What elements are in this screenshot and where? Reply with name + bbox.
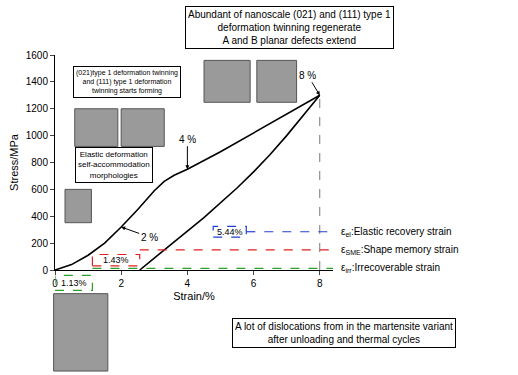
- svg-text:2 %: 2 %: [141, 232, 158, 243]
- svg-text:2: 2: [118, 278, 124, 289]
- svg-text:4: 4: [185, 278, 191, 289]
- svg-text:1600: 1600: [26, 50, 49, 61]
- svg-text:ε​el​:Elastic recovery strain: ε​el​:Elastic recovery strain: [341, 226, 452, 238]
- svg-text:600: 600: [31, 184, 48, 195]
- svg-text:Strain/%: Strain/%: [173, 290, 215, 302]
- svg-text:1.13%: 1.13%: [61, 278, 87, 288]
- svg-text:Elastic deformationself-accomm: Elastic deformationself-accommodationmor…: [78, 150, 150, 180]
- svg-text:(021)type 1 deformation twinni: (021)type 1 deformation twinningand (111…: [76, 69, 178, 95]
- svg-text:ε​SME​:Shape memory strain: ε​SME​:Shape memory strain: [341, 244, 458, 256]
- svg-text:200: 200: [31, 238, 48, 249]
- svg-text:800: 800: [31, 157, 48, 168]
- svg-text:0: 0: [52, 278, 58, 289]
- svg-text:4 %: 4 %: [179, 134, 196, 145]
- svg-text:400: 400: [31, 211, 48, 222]
- svg-text:1200: 1200: [26, 103, 49, 114]
- svg-text:1400: 1400: [26, 76, 49, 87]
- svg-text:Stress/MPa: Stress/MPa: [8, 133, 20, 191]
- svg-text:Abundant of nanoscale (021) an: Abundant of nanoscale (021) and (111) ty…: [188, 9, 391, 46]
- svg-text:A lot of dislocations from in: A lot of dislocations from in the marten…: [235, 321, 453, 345]
- svg-text:0: 0: [42, 265, 48, 276]
- svg-text:1.43%: 1.43%: [103, 255, 129, 265]
- svg-text:5.44%: 5.44%: [217, 227, 243, 237]
- svg-text:1000: 1000: [26, 130, 49, 141]
- svg-text:8: 8: [317, 278, 323, 289]
- svg-text:8 %: 8 %: [299, 70, 316, 81]
- svg-text:6: 6: [251, 278, 257, 289]
- svg-text:ε​irr​:Irrecoverable strain: ε​irr​:Irrecoverable strain: [341, 262, 440, 274]
